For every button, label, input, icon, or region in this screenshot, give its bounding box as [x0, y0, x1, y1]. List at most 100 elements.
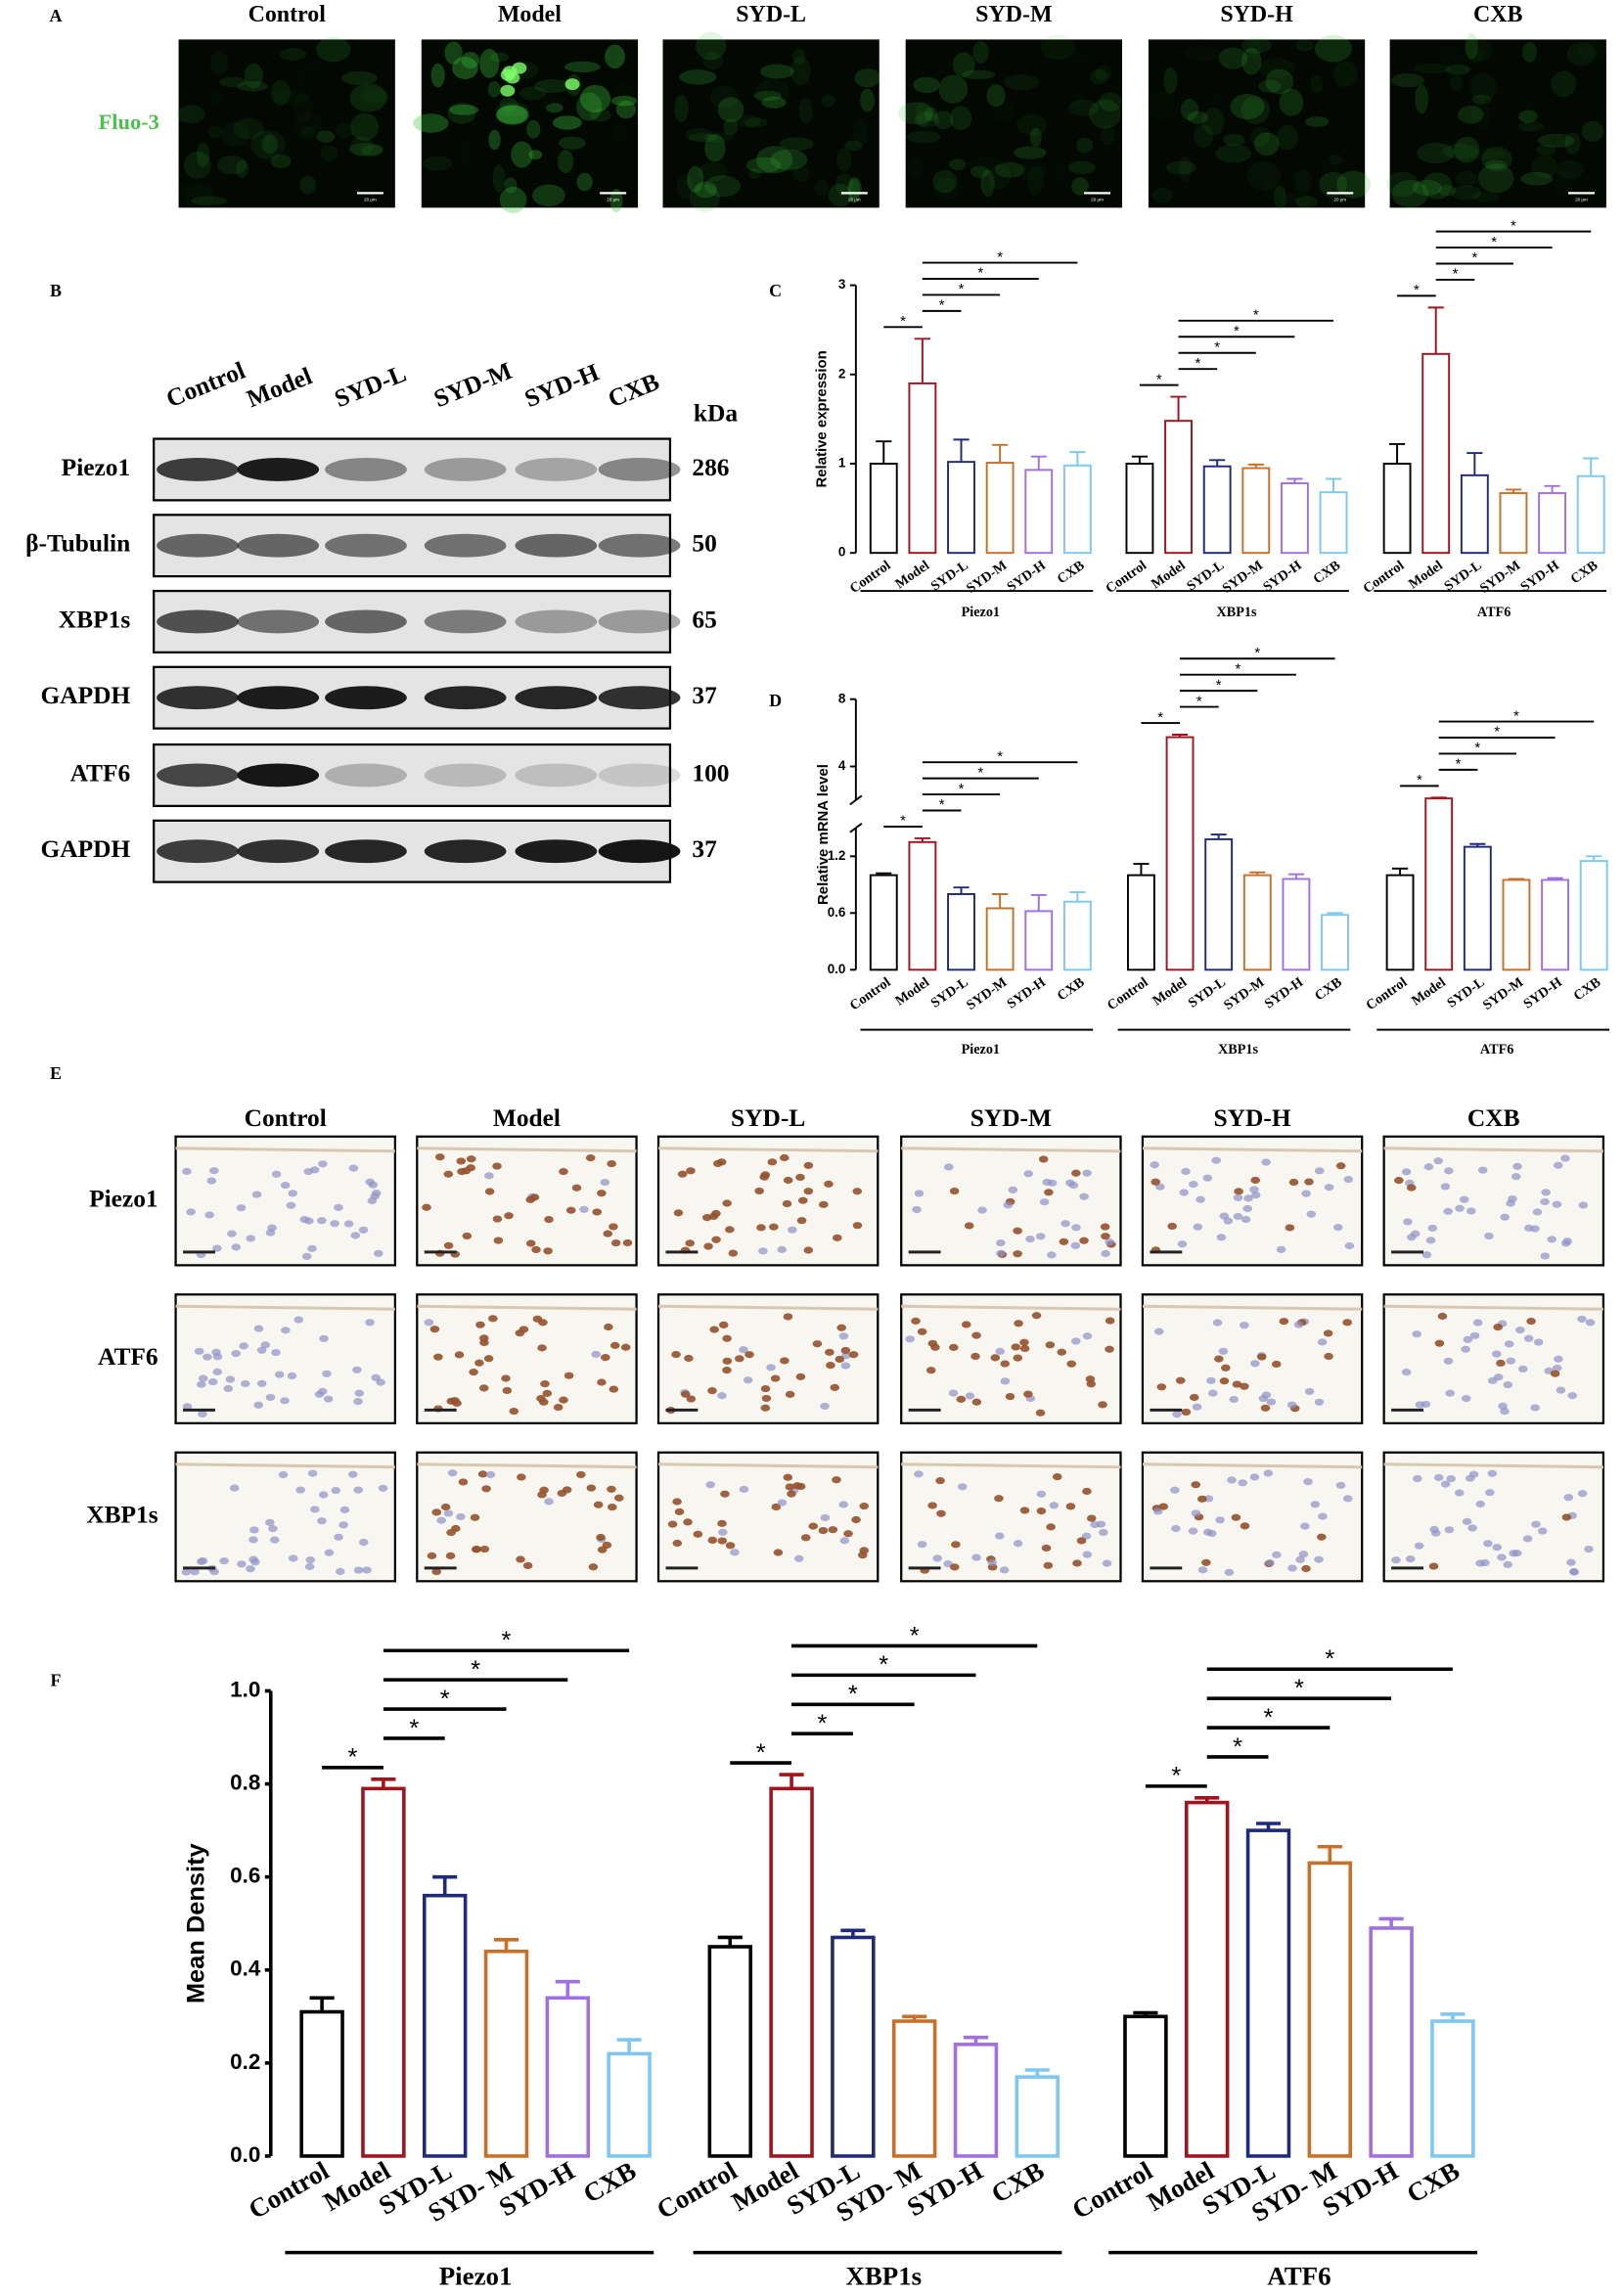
cell [1584, 1545, 1594, 1553]
fluorescence [952, 52, 975, 77]
cell [378, 1484, 388, 1492]
fluorescence [350, 112, 380, 142]
cell [609, 1223, 618, 1231]
cell [932, 1554, 943, 1562]
fluorescence [526, 119, 541, 139]
fluorescence [221, 121, 250, 148]
fluorescence [219, 76, 247, 88]
cell [1189, 1393, 1199, 1401]
fluorescence [217, 156, 248, 175]
fluorescence [552, 115, 582, 130]
fluorescence [897, 102, 934, 125]
blot-band [157, 839, 239, 864]
cell [1234, 1188, 1243, 1195]
blot-band [157, 458, 239, 481]
cell [182, 1167, 192, 1176]
cell [265, 1518, 275, 1526]
fluorescence [932, 169, 957, 194]
fluorescence [1471, 192, 1500, 202]
fluorescence [1481, 146, 1512, 172]
fluorescence [676, 174, 694, 200]
x-tick-label: SYD-H [1520, 974, 1564, 1012]
cell [832, 1234, 842, 1241]
cell [1532, 1208, 1543, 1216]
cell [1301, 1564, 1311, 1573]
cell [268, 1525, 278, 1533]
cell [443, 1170, 454, 1178]
cell [305, 1555, 316, 1564]
blot-band [237, 609, 320, 634]
cell [818, 1526, 829, 1535]
blot-band [598, 686, 681, 710]
cell [1233, 1212, 1243, 1221]
cell [718, 1528, 728, 1536]
fluorescence [291, 66, 309, 89]
fluorescence [1314, 34, 1353, 63]
cell [1568, 1567, 1579, 1576]
fluorescence [848, 178, 861, 203]
cell [1487, 1376, 1498, 1384]
cell [820, 1513, 831, 1522]
tissue-surface [1383, 1147, 1603, 1153]
cell [301, 1252, 312, 1260]
fluorescence [789, 57, 811, 86]
bar [1576, 474, 1605, 555]
cell [1100, 1223, 1110, 1231]
bar [1463, 845, 1492, 971]
cell [206, 1177, 217, 1185]
cell [1440, 1183, 1451, 1191]
tissue-surface [1142, 1147, 1363, 1153]
cell [1523, 1334, 1534, 1342]
fluorescence [1180, 99, 1199, 120]
cell [457, 1168, 467, 1176]
group-label: XBP1s [1216, 605, 1256, 620]
fluorescence [938, 74, 969, 104]
x-tick-label: Control [1364, 974, 1411, 1013]
fluorescence [1421, 172, 1453, 200]
row-label: β-Tubulin [25, 530, 130, 558]
significance-star: * [818, 1710, 828, 1737]
cell [212, 1368, 222, 1375]
cell [1232, 1380, 1242, 1388]
cell [1250, 1192, 1261, 1199]
column-title: Model [498, 2, 562, 27]
fluorescence [754, 78, 789, 108]
cell [935, 1476, 945, 1485]
cell [987, 1558, 997, 1567]
cell [1445, 1389, 1455, 1397]
cell [434, 1153, 445, 1161]
error-bar [953, 438, 970, 463]
cell [538, 1319, 548, 1327]
significance-star: * [959, 781, 965, 797]
cell [965, 1392, 975, 1400]
cell [592, 1208, 603, 1216]
cell [803, 1188, 814, 1195]
cell [783, 1176, 793, 1185]
cell [1537, 1527, 1548, 1535]
error-bar [779, 1773, 804, 1789]
cell [1082, 1169, 1092, 1177]
fluorescence [761, 96, 787, 109]
column-title: SYD-M [975, 2, 1052, 27]
bar [1282, 878, 1311, 971]
cell [912, 1205, 922, 1214]
fluorescence [1305, 116, 1330, 127]
blot-band [237, 763, 320, 788]
fluorescence [1523, 96, 1538, 119]
cell [1493, 1323, 1503, 1331]
fluorescence [1067, 160, 1096, 175]
cell [1065, 1503, 1076, 1510]
cell [956, 1395, 967, 1403]
cell [1560, 1154, 1570, 1162]
bar [545, 1996, 591, 2158]
fluorescence [1537, 133, 1575, 148]
bar [1307, 1861, 1353, 2158]
fluorescence [1099, 92, 1122, 112]
cell [838, 1332, 849, 1340]
cell [707, 1387, 717, 1395]
cell [431, 1567, 441, 1576]
micrograph [178, 39, 395, 208]
cell [610, 1238, 621, 1247]
cell [227, 1230, 237, 1238]
cell [1238, 1479, 1248, 1487]
